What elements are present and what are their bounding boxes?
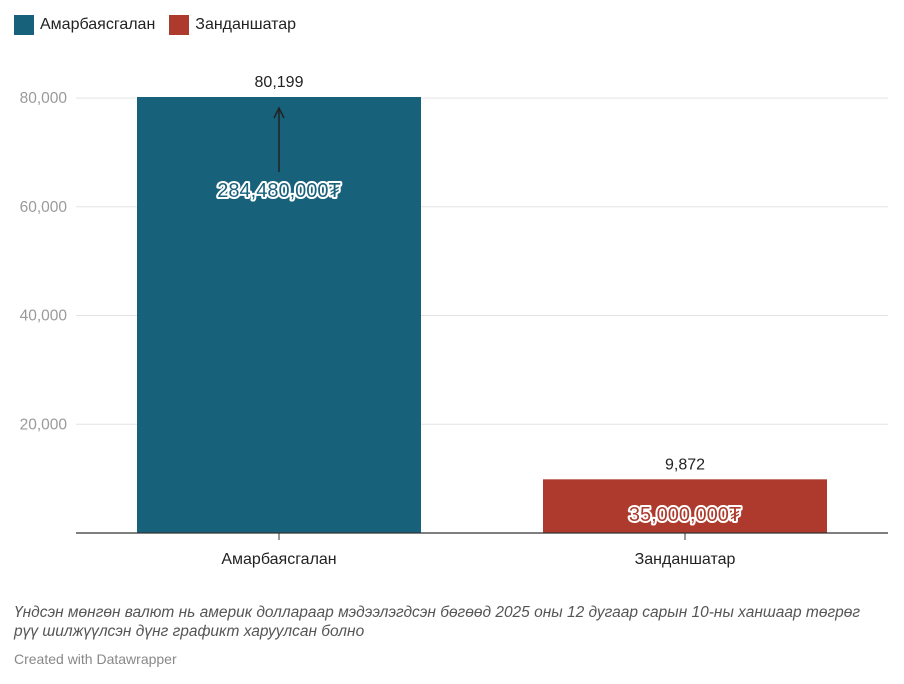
- annotation-label: 35,000,000₮: [629, 504, 741, 526]
- legend-swatch: [169, 15, 190, 35]
- x-tick-label: Амарбаясгалан: [221, 551, 336, 568]
- footnote: Үндсэн мөнгөн валют нь америк доллараар …: [14, 604, 860, 640]
- bar: [543, 479, 827, 533]
- y-tick-label: 40,000: [20, 308, 68, 325]
- legend-swatch: [14, 15, 34, 35]
- legend-item-zandanshatar[interactable]: Занданшатар: [169, 15, 296, 35]
- value-label: 80,199: [255, 74, 304, 91]
- annotation-arrow-head: [273, 106, 285, 119]
- x-tick-label: Занданшатар: [635, 551, 736, 568]
- y-tick-label: 80,000: [20, 90, 68, 107]
- legend-item-amarbayasgalan[interactable]: Амарбаясгалан: [14, 15, 155, 35]
- y-tick-label: 60,000: [20, 199, 68, 216]
- value-label: 9,872: [665, 456, 705, 473]
- legend: Амарбаясгалан Занданшатар: [14, 15, 310, 35]
- y-tick-label: 20,000: [20, 416, 68, 433]
- annotation-label: 284,480,000₮: [217, 180, 340, 202]
- legend-label: Занданшатар: [195, 16, 297, 33]
- legend-label: Амарбаясгалан: [40, 16, 156, 33]
- bar-chart: 20,000 40,000 60,000 80,000 80,199 Амарбаясга…: [20, 74, 888, 568]
- credit: Created with Datawrapper: [14, 651, 177, 667]
